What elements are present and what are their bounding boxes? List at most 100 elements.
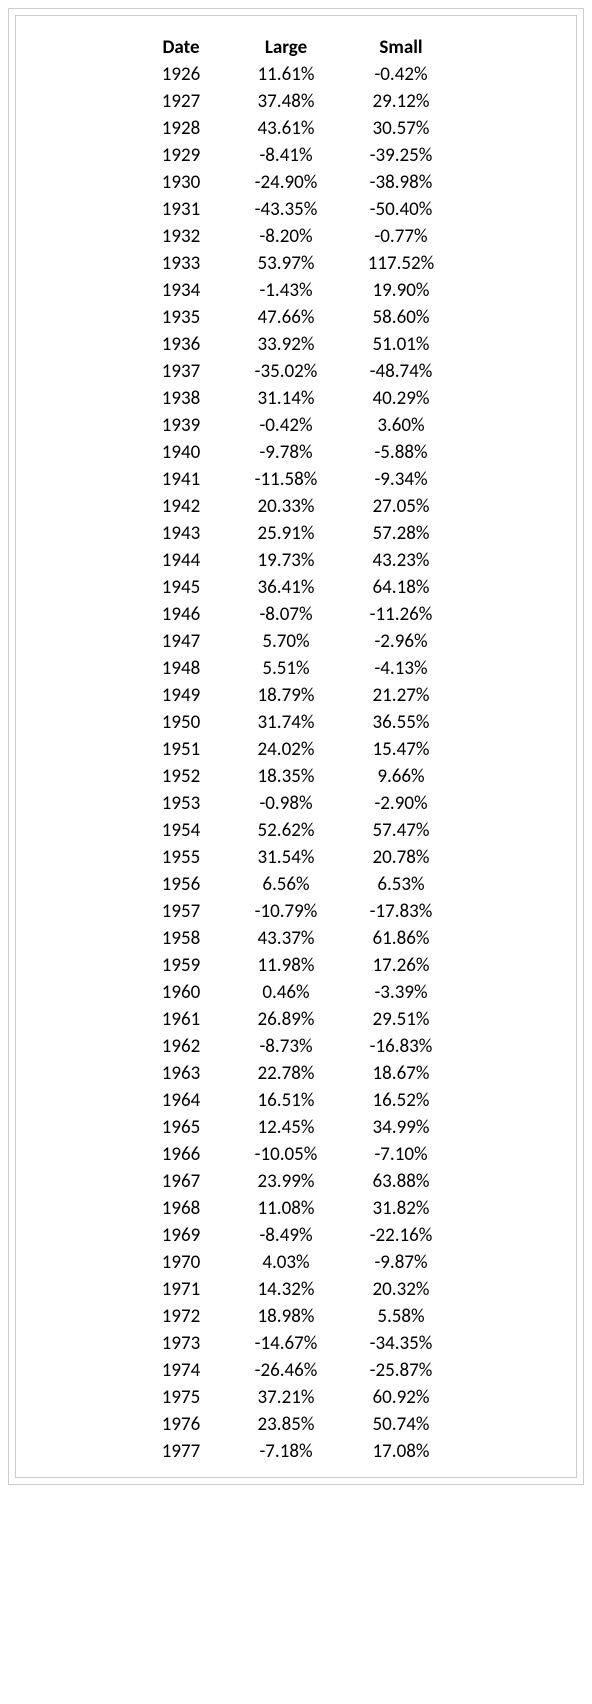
table-row: 193547.66%58.60% (134, 304, 459, 331)
cell-small: -2.90% (344, 790, 459, 817)
cell-small: 34.99% (344, 1114, 459, 1141)
table-row: 196416.51%16.52% (134, 1087, 459, 1114)
cell-date: 1939 (134, 412, 229, 439)
cell-small: -0.77% (344, 223, 459, 250)
cell-small: 21.27% (344, 682, 459, 709)
cell-large: -10.79% (229, 898, 344, 925)
cell-small: 36.55% (344, 709, 459, 736)
cell-date: 1944 (134, 547, 229, 574)
cell-date: 1960 (134, 979, 229, 1006)
cell-large: 43.37% (229, 925, 344, 952)
cell-small: -17.83% (344, 898, 459, 925)
cell-date: 1962 (134, 1033, 229, 1060)
cell-small: 51.01% (344, 331, 459, 358)
header-row: Date Large Small (134, 34, 459, 61)
cell-large: 18.79% (229, 682, 344, 709)
cell-large: 6.56% (229, 871, 344, 898)
cell-small: -22.16% (344, 1222, 459, 1249)
cell-small: -2.96% (344, 628, 459, 655)
cell-date: 1947 (134, 628, 229, 655)
cell-small: 20.78% (344, 844, 459, 871)
cell-date: 1977 (134, 1438, 229, 1465)
cell-large: 19.73% (229, 547, 344, 574)
table-row: 195911.98%17.26% (134, 952, 459, 979)
table-row: 197623.85%50.74% (134, 1411, 459, 1438)
cell-large: 11.61% (229, 61, 344, 88)
cell-small: 19.90% (344, 277, 459, 304)
cell-small: 16.52% (344, 1087, 459, 1114)
cell-date: 1976 (134, 1411, 229, 1438)
cell-date: 1946 (134, 601, 229, 628)
cell-date: 1968 (134, 1195, 229, 1222)
table-header: Date Large Small (134, 34, 459, 61)
table-row: 19475.70%-2.96% (134, 628, 459, 655)
table-row: 1937-35.02%-48.74% (134, 358, 459, 385)
header-small: Small (344, 34, 459, 61)
cell-small: 29.51% (344, 1006, 459, 1033)
cell-small: 31.82% (344, 1195, 459, 1222)
cell-small: 57.47% (344, 817, 459, 844)
cell-large: -0.42% (229, 412, 344, 439)
cell-small: 20.32% (344, 1276, 459, 1303)
cell-date: 1956 (134, 871, 229, 898)
cell-small: -7.10% (344, 1141, 459, 1168)
cell-large: 47.66% (229, 304, 344, 331)
table-row: 194536.41%64.18% (134, 574, 459, 601)
cell-large: 0.46% (229, 979, 344, 1006)
table-row: 197218.98%5.58% (134, 1303, 459, 1330)
cell-date: 1945 (134, 574, 229, 601)
cell-date: 1958 (134, 925, 229, 952)
table-row: 194220.33%27.05% (134, 493, 459, 520)
cell-date: 1943 (134, 520, 229, 547)
cell-date: 1955 (134, 844, 229, 871)
cell-date: 1934 (134, 277, 229, 304)
table-row: 193633.92%51.01% (134, 331, 459, 358)
cell-date: 1937 (134, 358, 229, 385)
cell-large: 5.70% (229, 628, 344, 655)
cell-large: 20.33% (229, 493, 344, 520)
cell-large: 31.14% (229, 385, 344, 412)
cell-date: 1959 (134, 952, 229, 979)
cell-small: 117.52% (344, 250, 459, 277)
cell-large: 4.03% (229, 1249, 344, 1276)
cell-large: 5.51% (229, 655, 344, 682)
table-row: 1929-8.41%-39.25% (134, 142, 459, 169)
cell-small: 5.58% (344, 1303, 459, 1330)
cell-date: 1951 (134, 736, 229, 763)
cell-large: -24.90% (229, 169, 344, 196)
cell-large: -14.67% (229, 1330, 344, 1357)
cell-large: 23.85% (229, 1411, 344, 1438)
cell-small: 15.47% (344, 736, 459, 763)
table-row: 19600.46%-3.39% (134, 979, 459, 1006)
table-row: 194419.73%43.23% (134, 547, 459, 574)
cell-date: 1967 (134, 1168, 229, 1195)
cell-date: 1972 (134, 1303, 229, 1330)
cell-large: 18.98% (229, 1303, 344, 1330)
table-row: 1932-8.20%-0.77% (134, 223, 459, 250)
cell-date: 1938 (134, 385, 229, 412)
table-row: 195124.02%15.47% (134, 736, 459, 763)
cell-date: 1929 (134, 142, 229, 169)
cell-date: 1975 (134, 1384, 229, 1411)
cell-large: 36.41% (229, 574, 344, 601)
cell-small: 60.92% (344, 1384, 459, 1411)
cell-date: 1966 (134, 1141, 229, 1168)
cell-small: -16.83% (344, 1033, 459, 1060)
cell-date: 1954 (134, 817, 229, 844)
cell-large: 23.99% (229, 1168, 344, 1195)
cell-small: 29.12% (344, 88, 459, 115)
cell-date: 1926 (134, 61, 229, 88)
header-date: Date (134, 34, 229, 61)
inner-frame: Date Large Small 192611.61%-0.42%192737.… (15, 15, 577, 1478)
cell-date: 1930 (134, 169, 229, 196)
cell-date: 1931 (134, 196, 229, 223)
table-row: 196512.45%34.99% (134, 1114, 459, 1141)
cell-small: 63.88% (344, 1168, 459, 1195)
cell-small: 30.57% (344, 115, 459, 142)
table-row: 1946-8.07%-11.26% (134, 601, 459, 628)
cell-large: -0.98% (229, 790, 344, 817)
cell-large: -1.43% (229, 277, 344, 304)
cell-date: 1971 (134, 1276, 229, 1303)
cell-large: 31.54% (229, 844, 344, 871)
cell-small: 64.18% (344, 574, 459, 601)
